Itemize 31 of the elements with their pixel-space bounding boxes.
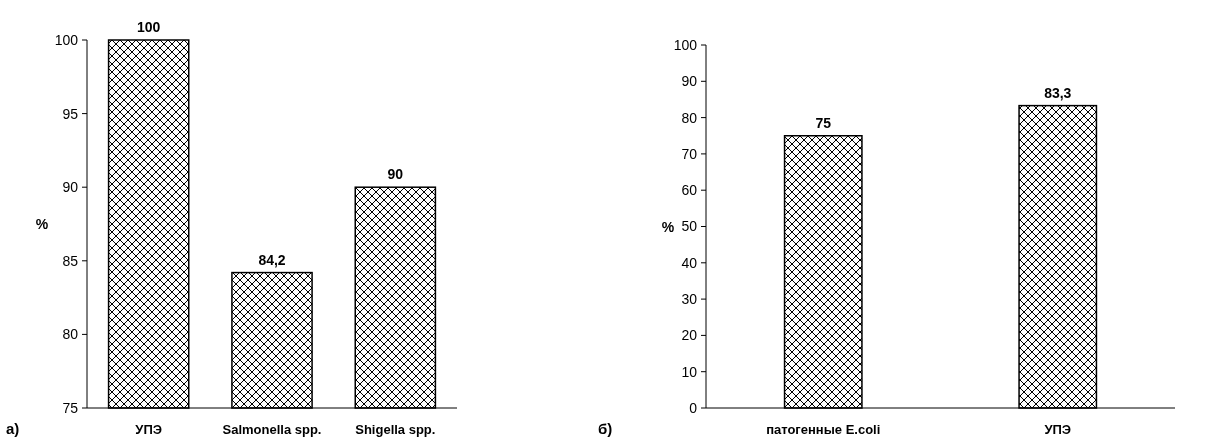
y-tick-label: 95 (62, 105, 79, 122)
y-tick-label: 100 (54, 31, 79, 48)
y-tick-label: 70 (681, 145, 698, 162)
y-axis-title: % (661, 218, 675, 235)
y-tick-label: 85 (62, 252, 79, 269)
y-tick-label: 0 (689, 399, 698, 416)
x-tick-label: Shigella spp. (355, 422, 436, 437)
x-tick-label: УПЭ (1044, 422, 1072, 437)
text: б) (598, 420, 613, 437)
text: а) (6, 420, 20, 437)
y-tick-label: 100 (673, 36, 698, 53)
y-axis-title: % (35, 216, 49, 232)
y-tick-label: 30 (681, 291, 698, 307)
y-tick-label: 50 (681, 218, 698, 235)
y-tick-label: 60 (681, 182, 698, 199)
x-tick-label: УПЭ (135, 422, 163, 437)
y-tick-label: 40 (681, 254, 698, 271)
data-label: 75 (815, 114, 832, 131)
y-tick-label: 80 (62, 326, 79, 343)
data-label: 90 (387, 166, 404, 183)
y-tick-label: 80 (681, 109, 698, 126)
x-tick-label: патогенные E.coli (766, 422, 881, 437)
x-tick-label: Salmonella spp. (222, 422, 322, 437)
data-label: 84,2 (258, 251, 286, 268)
y-tick-label: 75 (62, 399, 79, 416)
y-tick-label: 20 (681, 327, 698, 344)
data-label: 100 (136, 19, 161, 35)
y-tick-label: 90 (681, 73, 698, 90)
y-tick-label: 90 (62, 179, 79, 196)
data-label: 83,3 (1044, 84, 1072, 101)
y-tick-label: 10 (681, 363, 698, 380)
